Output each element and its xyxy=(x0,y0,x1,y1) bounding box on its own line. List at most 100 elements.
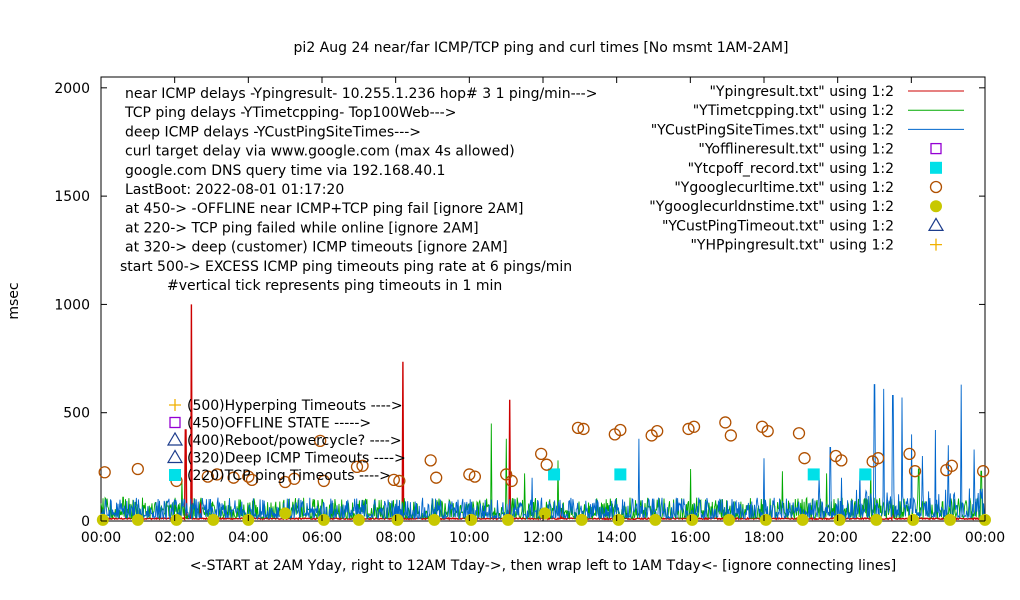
point-ygooglecurldnstime-txt-using-1-2 xyxy=(391,513,404,526)
inline-legend-label: (320)Deep ICMP Timeouts ----> xyxy=(187,451,406,467)
legend-swatch xyxy=(930,142,942,155)
point-ygooglecurltime-txt-using-1-2 xyxy=(872,452,885,465)
point-ygooglecurltime-txt-using-1-2 xyxy=(540,458,553,471)
point-ygooglecurldnstime-txt-using-1-2 xyxy=(575,513,588,526)
inline-legend-label: (500)Hyperping Timeouts ----> xyxy=(187,398,403,414)
inline-legend-label: (450)OFFLINE STATE -----> xyxy=(187,416,371,432)
point-ygooglecurldnstime-txt-using-1-2 xyxy=(944,513,957,526)
point-ytcpoff-record-txt-using-1-2 xyxy=(859,468,872,481)
point-ygooglecurldnstime-txt-using-1-2 xyxy=(317,513,330,526)
point-ygooglecurltime-txt-using-1-2 xyxy=(387,473,400,486)
inline-legend-label: (400)Reboot/powercycle? ----> xyxy=(187,433,402,449)
y-tick-label: 1500 xyxy=(54,189,90,205)
inline-legend-marker xyxy=(166,431,184,446)
point-ygooglecurltime-txt-using-1-2 xyxy=(463,468,476,481)
point-ygooglecurldnstime-txt-using-1-2 xyxy=(759,513,772,526)
y-tick-label: 0 xyxy=(81,514,90,530)
point-ygooglecurltime-txt-using-1-2 xyxy=(131,462,144,476)
x-tick-label: 00:00 xyxy=(965,530,1005,546)
point-ygooglecurltime-txt-using-1-2 xyxy=(577,422,590,436)
point-ygooglecurltime-txt-using-1-2 xyxy=(424,454,437,467)
x-tick-label: 16:00 xyxy=(670,530,710,546)
point-ytcpoff-record-txt-using-1-2 xyxy=(614,468,627,481)
legend-entry-label: "Ytcpoff_record.txt" using 1:2 xyxy=(688,161,894,177)
x-tick-label: 12:00 xyxy=(523,530,563,546)
point-ygooglecurltime-txt-using-1-2 xyxy=(430,471,443,484)
y-tick-label: 2000 xyxy=(54,81,90,97)
note-line: at 220-> TCP ping failed while online [i… xyxy=(125,220,479,236)
point-ygooglecurltime-txt-using-1-2 xyxy=(614,423,627,437)
legend-swatch xyxy=(927,217,945,231)
point-ygooglecurldnstime-txt-using-1-2 xyxy=(870,513,883,526)
markers-layer xyxy=(96,416,991,526)
point-ygooglecurltime-txt-using-1-2 xyxy=(651,424,664,438)
point-ygooglecurldnstime-txt-using-1-2 xyxy=(833,513,846,526)
note-line: start 500-> EXCESS ICMP ping timeouts pi… xyxy=(120,259,572,275)
point-ygooglecurldnstime-txt-using-1-2 xyxy=(207,513,220,526)
point-ygooglecurltime-txt-using-1-2 xyxy=(798,452,811,465)
point-ygooglecurltime-txt-using-1-2 xyxy=(719,416,732,429)
legend-entry-label: "YCustPingTimeout.txt" using 1:2 xyxy=(662,218,894,234)
legend-swatch xyxy=(930,238,942,251)
point-ygooglecurltime-txt-using-1-2 xyxy=(350,460,364,474)
point-ygooglecurltime-txt-using-1-2 xyxy=(227,471,240,484)
point-ytcpoff-record-txt-using-1-2 xyxy=(807,468,820,481)
legend-entry-label: "Yofflineresult.txt" using 1:2 xyxy=(698,142,894,158)
x-tick-label: 20:00 xyxy=(817,530,857,546)
point-ygooglecurltime-txt-using-1-2 xyxy=(356,459,369,472)
note-line: deep ICMP delays -YCustPingSiteTimes---> xyxy=(125,124,421,140)
point-ygooglecurltime-txt-using-1-2 xyxy=(288,472,301,485)
point-ygooglecurltime-txt-using-1-2 xyxy=(945,459,958,472)
legend-entry-label: "Ypingresult.txt" using 1:2 xyxy=(709,84,894,100)
x-tick-label: 14:00 xyxy=(596,530,636,546)
x-tick-label: 04:00 xyxy=(228,530,268,546)
y-tick-label: 1000 xyxy=(54,297,90,313)
point-ygooglecurldnstime-txt-using-1-2 xyxy=(649,513,662,526)
note-line: TCP ping delays -YTimetcpping- Top100Web… xyxy=(124,105,456,121)
note-line: curl target delay via www.google.com (ma… xyxy=(125,144,515,160)
point-ygooglecurldnstime-txt-using-1-2 xyxy=(352,513,365,526)
point-ygooglecurltime-txt-using-1-2 xyxy=(201,470,214,483)
legend-swatch xyxy=(930,200,942,213)
x-tick-label: 02:00 xyxy=(154,530,194,546)
note-line: at 450-> -OFFLINE near ICMP+TCP ping fai… xyxy=(125,201,524,217)
y-tick-label: 500 xyxy=(63,406,90,422)
legend-swatch xyxy=(929,180,943,194)
point-ytcpoff-record-txt-using-1-2 xyxy=(548,468,561,481)
point-ygooglecurldnstime-txt-using-1-2 xyxy=(428,513,441,526)
y-axis-label: msec xyxy=(6,282,22,319)
x-tick-label: 00:00 xyxy=(81,530,121,546)
x-tick-label: 18:00 xyxy=(744,530,784,546)
point-ygooglecurltime-txt-using-1-2 xyxy=(245,473,259,486)
point-ygooglecurldnstime-txt-using-1-2 xyxy=(279,507,292,520)
point-ygooglecurltime-txt-using-1-2 xyxy=(393,474,406,488)
x-tick-label: 10:00 xyxy=(449,530,489,546)
point-ygooglecurldnstime-txt-using-1-2 xyxy=(538,507,551,520)
note-line: #vertical tick represents ping timeouts … xyxy=(167,278,502,294)
inline-legend-marker xyxy=(169,469,181,481)
point-ygooglecurltime-txt-using-1-2 xyxy=(908,465,922,478)
point-ygooglecurltime-txt-using-1-2 xyxy=(314,434,327,448)
point-ygooglecurltime-txt-using-1-2 xyxy=(761,424,774,438)
point-ygooglecurldnstime-txt-using-1-2 xyxy=(612,513,625,526)
x-axis-label: <-START at 2AM Yday, right to 12AM Tday-… xyxy=(190,558,896,574)
x-tick-label: 06:00 xyxy=(302,530,342,546)
point-ygooglecurltime-txt-using-1-2 xyxy=(210,468,224,481)
point-ygooglecurldnstime-txt-using-1-2 xyxy=(723,513,736,526)
point-ygooglecurltime-txt-using-1-2 xyxy=(687,420,701,433)
inline-legend-label: (220)TCP ping Timeouts ----> xyxy=(187,468,391,484)
note-line: near ICMP delays -Ypingresult- 10.255.1.… xyxy=(125,86,597,102)
legend-entry-label: "YTimetcpping.txt" using 1:2 xyxy=(693,103,894,119)
inline-legend-marker xyxy=(166,449,184,464)
axis-layer: 00:00 02:00 04:00 06:00 08:00 10:00 12:00 14:00… xyxy=(54,77,1005,546)
point-ygooglecurltime-txt-using-1-2 xyxy=(98,466,111,479)
point-ygooglecurltime-txt-using-1-2 xyxy=(571,421,585,435)
point-ygooglecurltime-txt-using-1-2 xyxy=(242,470,255,483)
point-ygooglecurltime-txt-using-1-2 xyxy=(317,474,330,488)
point-ygooglecurltime-txt-using-1-2 xyxy=(977,465,990,478)
notes-layer: near ICMP delays -Ypingresult- 10.255.1.… xyxy=(120,86,597,294)
point-ygooglecurltime-txt-using-1-2 xyxy=(505,474,518,488)
legend-entry-label: "YCustPingSiteTimes.txt" using 1:2 xyxy=(651,122,894,138)
point-ygooglecurldnstime-txt-using-1-2 xyxy=(686,513,699,526)
